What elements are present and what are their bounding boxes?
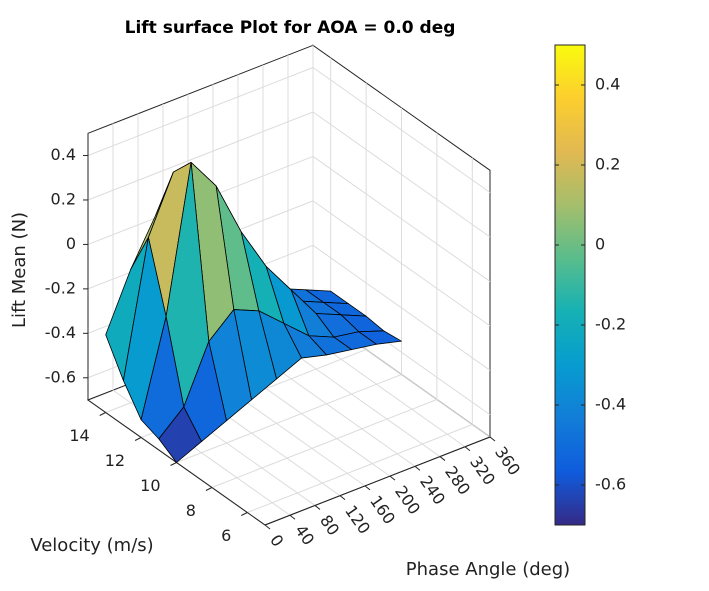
y-tick-label: 14	[69, 426, 89, 445]
grid-line	[211, 399, 438, 488]
y-tick-label: 6	[221, 526, 231, 545]
x-tick	[339, 495, 346, 501]
z-tick-label: 0.2	[51, 189, 76, 208]
y-tick-label: 8	[186, 501, 196, 520]
colorbar-tick-label: -0.6	[595, 475, 626, 494]
x-tick-label: 40	[291, 521, 318, 549]
colorbar	[554, 44, 586, 526]
x-tick	[314, 505, 321, 510]
grid-line	[247, 424, 473, 513]
x-tick	[364, 485, 371, 491]
x-axis-label: Phase Angle (deg)	[406, 559, 570, 580]
y-tick-label: 10	[140, 476, 160, 495]
z-tick-label: -0.4	[45, 323, 76, 342]
y-tick	[205, 487, 213, 491]
y-tick	[241, 512, 248, 516]
x-tick	[489, 436, 496, 442]
x-tick	[464, 446, 471, 452]
y-tick	[134, 437, 142, 441]
z-tick-label: -0.6	[45, 367, 76, 386]
z-tick-label: 0.4	[51, 145, 76, 164]
y-axis-label: Velocity (m/s)	[30, 535, 153, 556]
z-tick-label: -0.2	[45, 278, 76, 297]
x-tick	[414, 465, 421, 471]
x-tick	[389, 475, 396, 481]
colorbar-tick-label: -0.4	[595, 395, 626, 414]
x-tick	[439, 456, 446, 461]
grid-line	[176, 374, 402, 463]
colorbar-tick-label: 0.4	[595, 75, 620, 94]
colorbar-tick-label: 0.2	[595, 155, 620, 174]
x-tick-label: 0	[266, 531, 287, 550]
colorbar-tick-label: 0	[595, 235, 605, 254]
z-axis-label: Lift Mean (N)	[9, 212, 30, 328]
chart-title: Lift surface Plot for AOA = 0.0 deg	[125, 18, 456, 38]
x-tick	[289, 514, 296, 520]
colorbar-tick-label: -0.2	[595, 315, 626, 334]
y-tick	[170, 462, 177, 466]
y-tick-label: 12	[105, 451, 125, 470]
grid-line	[87, 67, 314, 156]
grid-line	[87, 111, 314, 201]
x-tick	[264, 524, 271, 530]
surface-face	[158, 406, 202, 463]
x-tick-label: 80	[316, 511, 343, 539]
y-tick	[99, 412, 106, 416]
x-axis-line	[264, 436, 491, 526]
z-tick-label: 0	[66, 234, 76, 253]
